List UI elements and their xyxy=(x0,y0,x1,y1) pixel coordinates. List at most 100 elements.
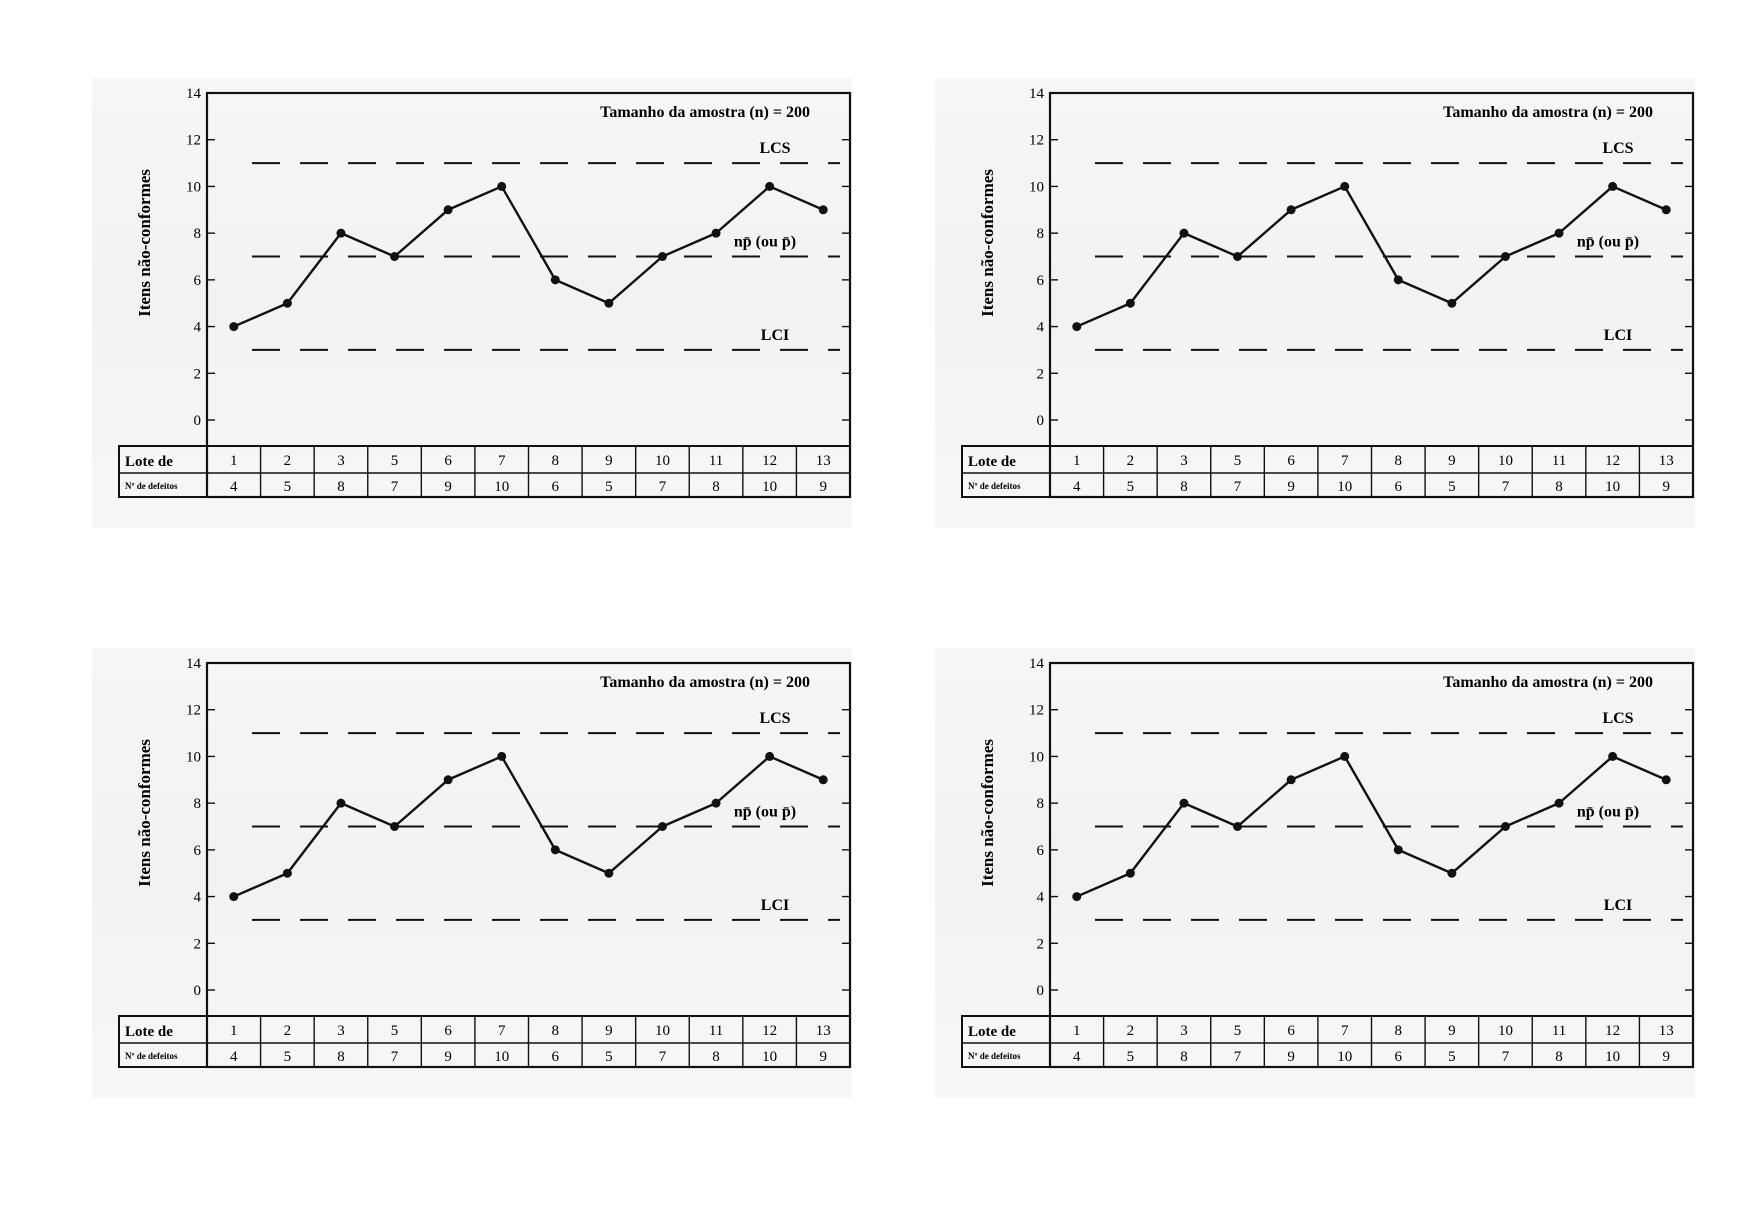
table-lot-cell: 1 xyxy=(230,453,238,469)
table-lot-cell: 3 xyxy=(337,1023,345,1039)
table-defects-cell: 7 xyxy=(1234,479,1242,495)
center-label: np̄ (ou p̄) xyxy=(734,804,796,821)
table-defects-cell: 7 xyxy=(1502,1049,1510,1065)
table-lot-cell: 8 xyxy=(552,1023,560,1039)
table-lot-cell: 5 xyxy=(1234,453,1242,469)
data-point xyxy=(1340,181,1350,191)
table-lot-cell: 7 xyxy=(498,453,506,469)
y-tick-label: 8 xyxy=(194,796,202,812)
y-tick-label: 12 xyxy=(1029,703,1044,719)
data-point xyxy=(604,868,614,878)
data-point xyxy=(657,822,667,831)
data-point xyxy=(1393,275,1403,285)
y-tick-label: 2 xyxy=(194,366,202,382)
data-point xyxy=(443,205,453,215)
table-defects-cell: 7 xyxy=(1234,1049,1242,1065)
table-lot-cell: 3 xyxy=(337,453,345,469)
y-tick-label: 4 xyxy=(1037,320,1045,336)
table-lot-cell: 10 xyxy=(1498,1023,1513,1039)
data-point xyxy=(1554,798,1564,808)
table-defects-cell: 6 xyxy=(552,1049,560,1065)
table-defects-cell: 9 xyxy=(819,479,827,495)
lcl-label: LCI xyxy=(1604,327,1632,344)
ucl-label: LCS xyxy=(759,140,790,157)
y-axis-label: Itens não-conformes xyxy=(135,169,154,317)
y-tick-label: 2 xyxy=(194,936,202,952)
y-tick-label: 14 xyxy=(1029,86,1045,102)
table-row-label-lot: Lote de xyxy=(125,454,173,470)
data-point xyxy=(1393,845,1403,855)
table-defects-cell: 8 xyxy=(337,1049,345,1065)
table-defects-cell: 5 xyxy=(1448,1049,1456,1065)
y-tick-label: 0 xyxy=(1037,413,1045,429)
table-row-label-lot: Lote de xyxy=(968,454,1016,470)
data-point xyxy=(765,181,775,191)
y-tick-label: 2 xyxy=(1037,936,1045,952)
y-tick-label: 14 xyxy=(186,656,202,672)
table-lot-cell: 8 xyxy=(552,453,560,469)
data-point xyxy=(1661,775,1671,785)
table-lot-cell: 8 xyxy=(1395,453,1403,469)
table-defects-cell: 5 xyxy=(605,1049,613,1065)
data-point xyxy=(1500,252,1510,261)
data-point xyxy=(1233,822,1243,831)
table-row-label-defects: Nº de defeitos xyxy=(125,481,178,491)
table-lot-cell: 7 xyxy=(1341,1023,1349,1039)
table-lot-cell: 6 xyxy=(1287,1023,1295,1039)
table-lot-cell: 9 xyxy=(1448,1023,1456,1039)
table-lot-cell: 13 xyxy=(1659,1023,1674,1039)
sample-size-annotation: Tamanho da amostra (n) = 200 xyxy=(1443,674,1653,691)
table-defects-cell: 9 xyxy=(1287,479,1295,495)
table-lot-cell: 12 xyxy=(1605,1023,1620,1039)
data-point xyxy=(711,798,721,808)
table-defects-cell: 10 xyxy=(494,1049,509,1065)
table-defects-cell: 9 xyxy=(1662,1049,1670,1065)
table-defects-cell: 8 xyxy=(337,479,345,495)
table-lot-cell: 10 xyxy=(1498,453,1513,469)
y-tick-label: 8 xyxy=(1037,796,1045,812)
table-defects-cell: 10 xyxy=(1605,1049,1620,1065)
table-defects-cell: 8 xyxy=(1555,1049,1563,1065)
y-tick-label: 10 xyxy=(1029,179,1044,195)
table-lot-cell: 11 xyxy=(1552,1023,1566,1039)
y-axis-label: Itens não-conformes xyxy=(978,739,997,887)
table-lot-cell: 9 xyxy=(605,453,613,469)
table-defects-cell: 9 xyxy=(1287,1049,1295,1065)
center-label: np̄ (ou p̄) xyxy=(734,234,796,251)
table-lot-cell: 9 xyxy=(1448,453,1456,469)
table-defects-cell: 6 xyxy=(1395,479,1403,495)
y-tick-label: 0 xyxy=(194,413,202,429)
table-defects-cell: 9 xyxy=(819,1049,827,1065)
data-point xyxy=(1125,868,1135,878)
data-point xyxy=(1554,228,1564,238)
data-point xyxy=(443,775,453,785)
table-defects-cell: 5 xyxy=(1127,1049,1135,1065)
data-point xyxy=(1608,751,1618,761)
y-tick-label: 2 xyxy=(1037,366,1045,382)
lcl-label: LCI xyxy=(761,897,789,914)
y-tick-label: 6 xyxy=(194,843,202,859)
table-row-label-lot: Lote de xyxy=(125,1024,173,1040)
table-defects-cell: 7 xyxy=(391,1049,399,1065)
data-point xyxy=(390,822,400,831)
table-lot-cell: 11 xyxy=(709,1023,723,1039)
table-defects-cell: 5 xyxy=(605,479,613,495)
center-label: np̄ (ou p̄) xyxy=(1577,804,1639,821)
data-point xyxy=(229,322,239,332)
table-lot-cell: 12 xyxy=(762,453,777,469)
table-lot-cell: 2 xyxy=(284,1023,292,1039)
table-lot-cell: 13 xyxy=(816,1023,831,1039)
y-tick-label: 6 xyxy=(1037,273,1045,289)
y-tick-label: 0 xyxy=(1037,983,1045,999)
data-point xyxy=(818,775,828,785)
y-tick-label: 4 xyxy=(194,890,202,906)
data-point xyxy=(1072,322,1082,332)
table-defects-cell: 4 xyxy=(230,1049,238,1065)
center-label: np̄ (ou p̄) xyxy=(1577,234,1639,251)
data-point xyxy=(1286,775,1296,785)
sample-size-annotation: Tamanho da amostra (n) = 200 xyxy=(600,674,810,691)
table-lot-cell: 7 xyxy=(498,1023,506,1039)
plot-frame xyxy=(205,91,852,499)
